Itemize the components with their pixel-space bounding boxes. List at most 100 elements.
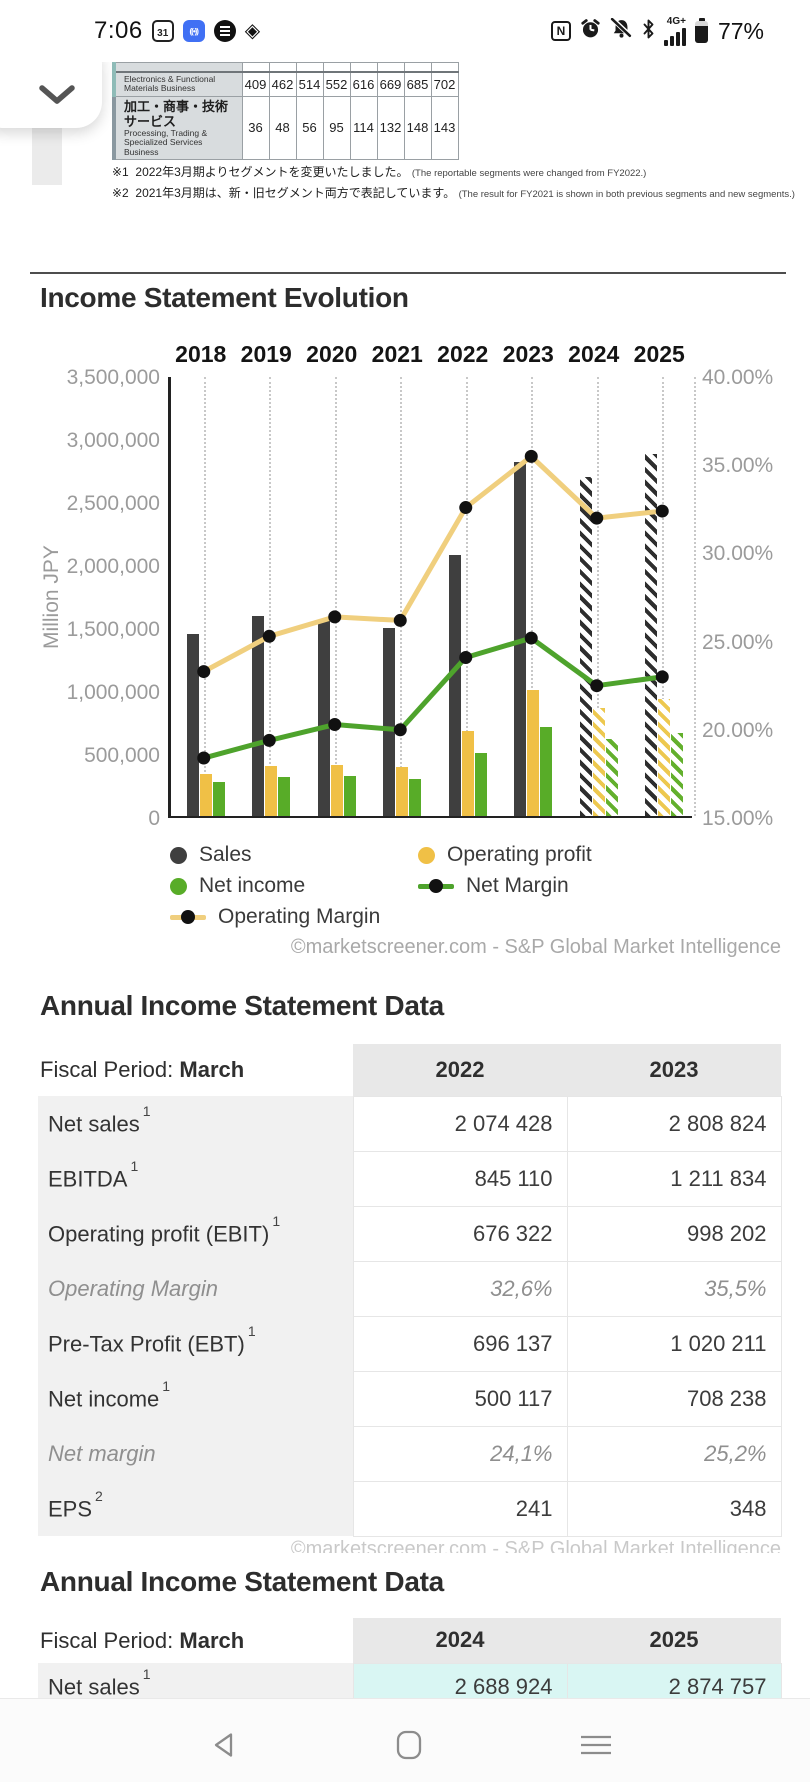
operating-margin-point xyxy=(590,511,604,525)
net-bar-2018 xyxy=(212,782,225,816)
op-bar-2024 xyxy=(592,707,605,816)
chart-source-note: ©marketscreener.com - S&P Global Market … xyxy=(290,936,781,958)
battery-icon xyxy=(695,18,709,44)
net-bar-2019 xyxy=(278,777,291,816)
sales-bar-2022 xyxy=(448,554,461,816)
vertical-gridline xyxy=(662,377,665,816)
operating-margin-point xyxy=(197,665,211,679)
year-column-header: 2025 xyxy=(567,1618,781,1663)
fin-table-row: Operating profit (EBIT)1 676 322 998 202 xyxy=(38,1205,782,1262)
value-cell: 2 808 824 xyxy=(566,1095,782,1152)
network-type-label: 4G+ xyxy=(666,15,686,27)
segment-value-cell: 462 xyxy=(268,71,297,97)
year-tick-label: 2021 xyxy=(371,341,423,367)
segment-note-1: ※1 2022年3月期よりセグメントを変更いたしました。 (The report… xyxy=(112,165,647,179)
legend-item-net-margin: Net Margin xyxy=(418,874,718,898)
fin-table-row: Pre-Tax Profit (EBT)1 696 137 1 020 211 xyxy=(38,1315,782,1372)
net-margin-point xyxy=(262,733,276,747)
nav-home-button[interactable] xyxy=(389,1727,429,1763)
sales-bar-2018 xyxy=(186,633,199,816)
vertical-gridline xyxy=(596,377,599,816)
nav-back-button[interactable] xyxy=(203,1727,243,1763)
net-margin-point xyxy=(590,679,604,693)
income-statement-chart xyxy=(168,377,696,818)
segment-value-cell: 148 xyxy=(403,95,432,160)
segment-value-cell: 514 xyxy=(295,71,324,97)
margin-lines-overlay xyxy=(197,449,669,765)
operating-margin-point xyxy=(328,610,342,624)
operating-margin-point xyxy=(459,501,473,515)
clock-time: 7:06 xyxy=(94,17,143,44)
value-cell: 2 074 428 xyxy=(352,1095,568,1152)
vertical-gridline xyxy=(334,377,337,816)
segment-table-row: 加工・商事・技術サービス Processing, Trading & Specia… xyxy=(112,95,459,160)
nfc-icon: N xyxy=(550,21,571,41)
year-tick-label: 2025 xyxy=(633,341,685,367)
op-bar-2018 xyxy=(199,773,212,816)
fin-table-row: Operating Margin 32,6% 35,5% xyxy=(38,1260,782,1317)
operating-margin-point xyxy=(655,504,669,518)
left-axis-tick: 1,000,000 xyxy=(66,681,160,704)
right-axis-tick: 40.00% xyxy=(702,366,774,389)
segment-value-cell: 132 xyxy=(376,95,405,160)
vertical-gridline xyxy=(400,377,403,816)
left-axis-tick: 1,500,000 xyxy=(66,618,160,641)
net-margin-point xyxy=(393,723,407,737)
net-margin-point xyxy=(197,751,211,765)
legend-label: Operating profit xyxy=(447,843,592,866)
menu-lines-icon xyxy=(581,1735,611,1755)
sales-bar-2021 xyxy=(383,627,396,816)
value-cell: 241 xyxy=(352,1480,568,1537)
net-margin-point xyxy=(655,670,669,684)
segment-value-cell: 143 xyxy=(430,95,459,160)
year-tick-label: 2018 xyxy=(175,341,227,367)
net-margin-line xyxy=(203,635,663,761)
segment-value-cell: 669 xyxy=(376,71,405,97)
value-cell: 25,2% xyxy=(566,1425,782,1482)
sales-swatch-icon xyxy=(170,846,187,864)
left-axis-tick: 0 xyxy=(148,807,160,830)
segment-table-clipped-row xyxy=(112,62,459,73)
fin-table-row: Net sales1 2 074 428 2 808 824 xyxy=(38,1095,782,1152)
value-cell: 1 020 211 xyxy=(566,1315,782,1372)
row-label: Operating Margin xyxy=(38,1261,353,1316)
chart-title: Income Statement Evolution xyxy=(40,282,409,313)
op-bar-2023 xyxy=(527,690,540,816)
op-bar-2020 xyxy=(330,764,343,816)
net-bar-2020 xyxy=(343,776,356,816)
segment-value-cell: 685 xyxy=(403,71,432,97)
net-margin-point xyxy=(459,650,473,664)
operating-margin-point xyxy=(524,449,538,463)
legend-label: Net income xyxy=(199,874,306,897)
chart-legend: Sales Operating profit Net income Net Margi… xyxy=(170,843,718,929)
legend-item-sales: Sales xyxy=(170,843,418,867)
segment-value-cell: 616 xyxy=(349,71,378,97)
vertical-gridline xyxy=(465,377,468,816)
row-label: Net sales1 xyxy=(38,1663,353,1698)
android-nav-bar xyxy=(0,1698,810,1782)
left-axis-tick: 2,500,000 xyxy=(66,492,160,515)
segment-results-table: Electronics & Functional Materials Busin… xyxy=(112,62,459,160)
year-column-header: 2023 xyxy=(567,1044,781,1096)
value-cell: 676 322 xyxy=(352,1205,568,1262)
segment-value-cell: 702 xyxy=(430,71,459,97)
row-label: EPS2 xyxy=(38,1481,353,1536)
fiscal-period-label: Fiscal Period: March xyxy=(38,1618,353,1663)
value-cell: 845 110 xyxy=(352,1150,568,1207)
annual-income-table-2022-2023: Fiscal Period: March 2022 2023 Net sales1 2 … xyxy=(38,1044,782,1537)
segment-value-cell: 552 xyxy=(322,71,351,97)
row-label: Operating profit (EBIT)1 xyxy=(38,1206,353,1261)
legend-item-net-income: Net income xyxy=(170,874,418,898)
net-bar-2025 xyxy=(671,732,684,816)
legend-label: Net Margin xyxy=(466,874,569,897)
home-outline-icon xyxy=(396,1730,422,1760)
status-bar: 7:06 31 ((•)) ◈ N 4G+ xyxy=(0,0,810,62)
nav-menu-button[interactable] xyxy=(576,1727,616,1763)
battery-percent-label: 77% xyxy=(717,17,764,44)
value-cell: 32,6% xyxy=(352,1260,568,1317)
operating-margin-swatch-icon xyxy=(170,909,206,926)
net-margin-point xyxy=(328,718,342,732)
row-label: Net sales1 xyxy=(38,1096,353,1151)
annual-table-heading-2: Annual Income Statement Data xyxy=(40,1566,444,1597)
